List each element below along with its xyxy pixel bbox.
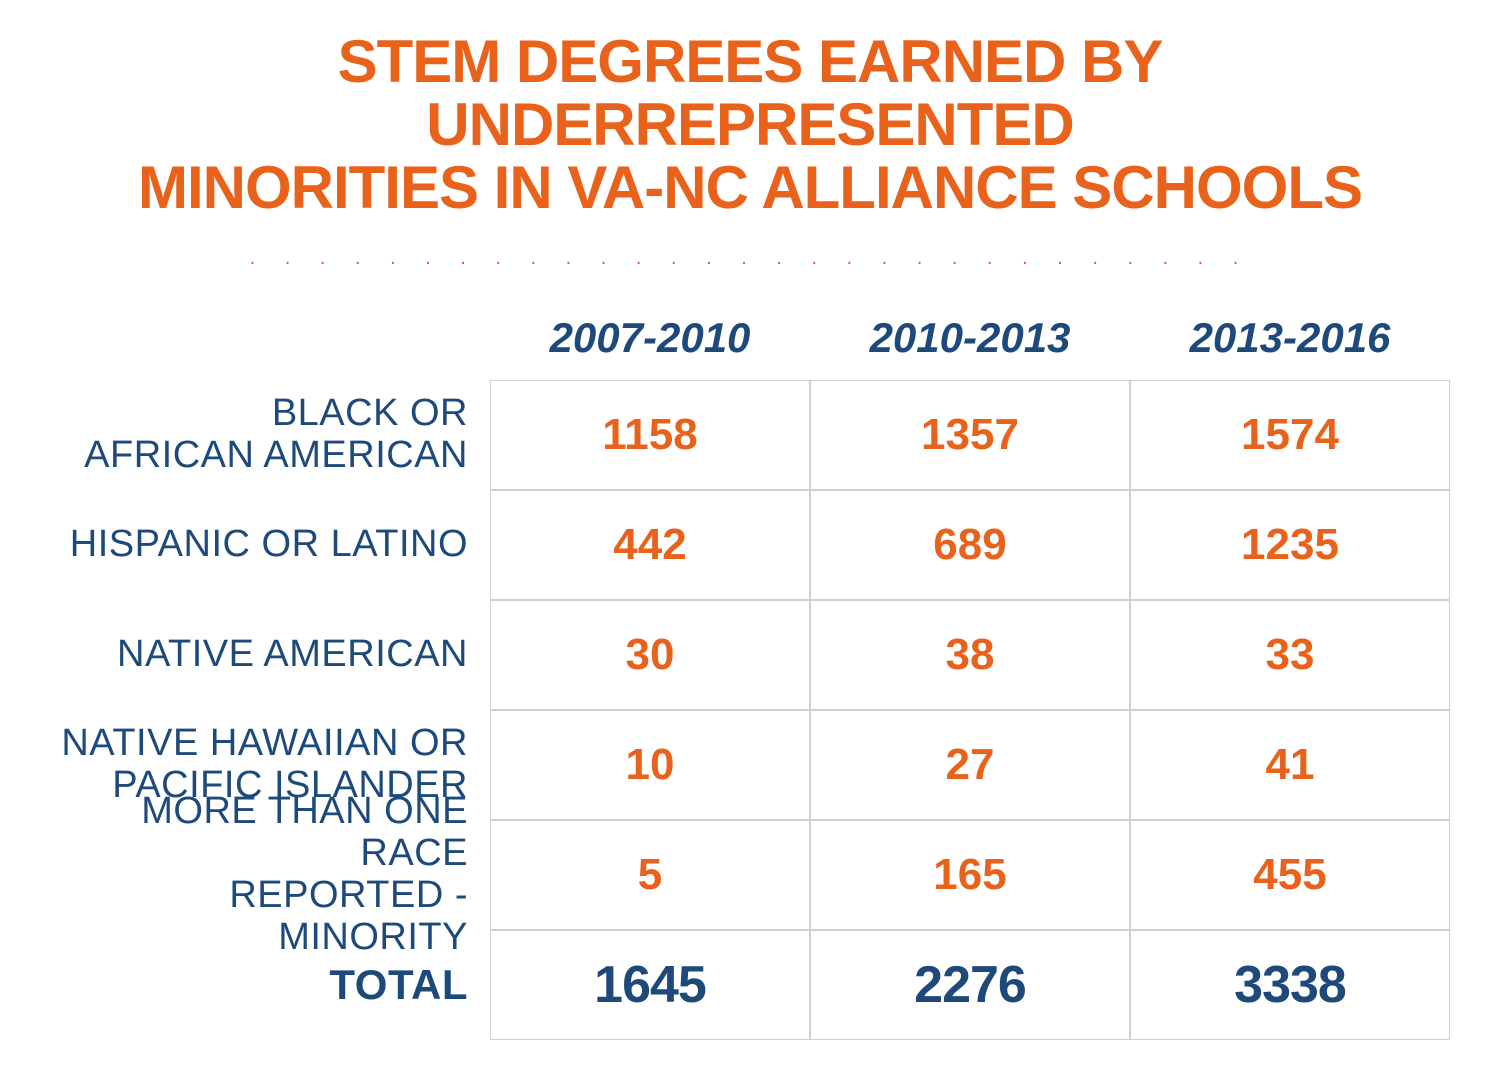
- cell-r3c2: 38: [810, 600, 1130, 710]
- data-table: 2007-2010 2010-2013 2013-2016 BLACK OR A…: [50, 310, 1450, 1040]
- col-header-1: 2007-2010: [490, 314, 810, 362]
- cell-total-c2: 2276: [810, 930, 1130, 1040]
- col-header-3: 2013-2016: [1130, 314, 1450, 362]
- title-line-1: STEM DEGREES EARNED BY UNDERREPRESENTED: [338, 28, 1163, 158]
- data-grid: 1158 1357 1574 442 689 1235 30 38 33 10 …: [490, 380, 1450, 1040]
- cell-r2c2: 689: [810, 490, 1130, 600]
- cell-total-c3: 3338: [1130, 930, 1450, 1040]
- column-headers: 2007-2010 2010-2013 2013-2016: [490, 310, 1450, 380]
- title-line-2: MINORITIES IN VA-NC ALLIANCE SCHOOLS: [138, 154, 1362, 221]
- cell-r3c3: 33: [1130, 600, 1450, 710]
- header-spacer: [50, 310, 490, 380]
- cell-r1c1: 1158: [490, 380, 810, 490]
- row-label-1: BLACK OR AFRICAN AMERICAN: [50, 380, 490, 490]
- cell-r3c1: 30: [490, 600, 810, 710]
- divider-dots: . . . . . . . . . . . . . . . . . . . . …: [50, 247, 1450, 270]
- page-title: STEM DEGREES EARNED BY UNDERREPRESENTED …: [50, 30, 1450, 219]
- cell-r4c3: 41: [1130, 710, 1450, 820]
- col-header-2: 2010-2013: [810, 314, 1130, 362]
- cell-r5c2: 165: [810, 820, 1130, 930]
- cell-r5c1: 5: [490, 820, 810, 930]
- row-labels: BLACK OR AFRICAN AMERICAN HISPANIC OR LA…: [50, 380, 490, 1040]
- cell-r4c1: 10: [490, 710, 810, 820]
- cell-r4c2: 27: [810, 710, 1130, 820]
- row-label-5: MORE THAN ONE RACE REPORTED - MINORITY: [50, 820, 490, 930]
- cell-r2c1: 442: [490, 490, 810, 600]
- cell-r1c3: 1574: [1130, 380, 1450, 490]
- row-label-total: TOTAL: [50, 930, 490, 1040]
- cell-r2c3: 1235: [1130, 490, 1450, 600]
- cell-total-c1: 1645: [490, 930, 810, 1040]
- cell-r5c3: 455: [1130, 820, 1450, 930]
- cell-r1c2: 1357: [810, 380, 1130, 490]
- row-label-3: NATIVE AMERICAN: [50, 600, 490, 710]
- infographic-container: STEM DEGREES EARNED BY UNDERREPRESENTED …: [0, 0, 1500, 1040]
- row-label-2: HISPANIC OR LATINO: [50, 490, 490, 600]
